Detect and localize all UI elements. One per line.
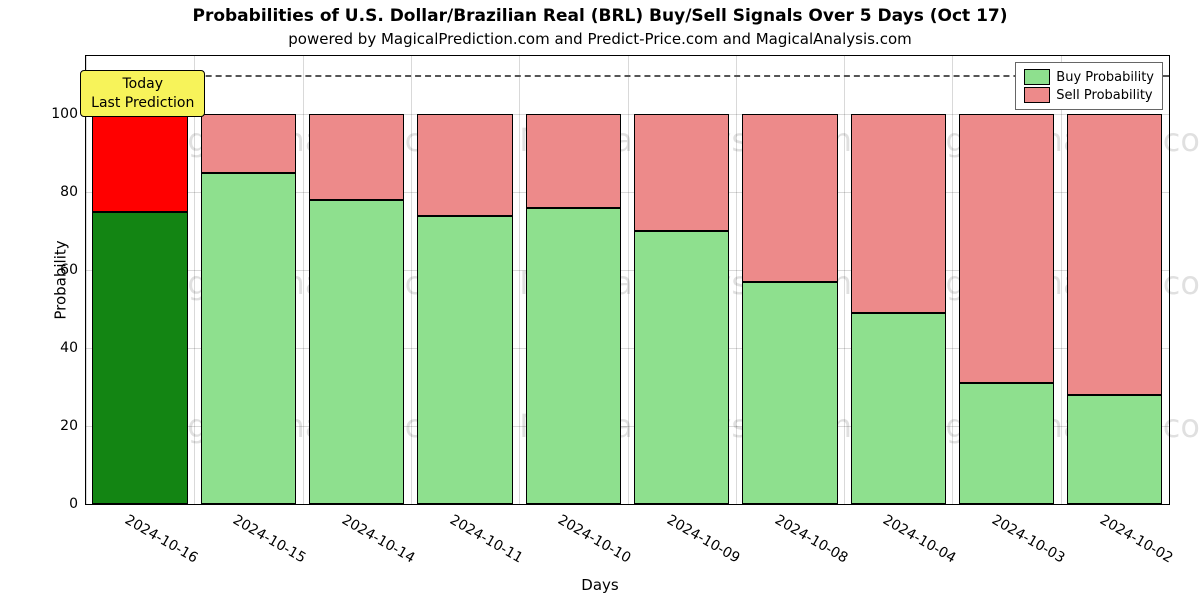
ytick-label: 0 — [69, 496, 78, 512]
chart-subtitle: powered by MagicalPrediction.com and Pre… — [0, 30, 1200, 48]
xtick-label: 2024-10-11 — [447, 512, 525, 567]
chart-title: Probabilities of U.S. Dollar/Brazilian R… — [0, 6, 1200, 26]
sell-bar — [201, 114, 296, 172]
buy-bar — [851, 313, 946, 504]
grid-line — [628, 56, 629, 504]
xtick-label: 2024-10-15 — [230, 512, 308, 567]
bar-group — [959, 114, 1054, 504]
annotation-line2: Last Prediction — [91, 95, 194, 111]
bar-group — [634, 114, 729, 504]
y-axis-label: Probability — [52, 240, 70, 319]
buy-bar — [92, 212, 187, 504]
sell-bar — [634, 114, 729, 231]
legend-item-buy: Buy Probability — [1024, 69, 1154, 85]
grid-line — [194, 56, 195, 504]
buy-bar — [309, 200, 404, 504]
bar-group — [201, 114, 296, 504]
plot-area: Today Last Prediction Buy Probability Se… — [85, 55, 1170, 505]
grid-line — [736, 56, 737, 504]
sell-bar — [959, 114, 1054, 383]
sell-bar — [851, 114, 946, 313]
grid-line — [1061, 56, 1062, 504]
xtick-label: 2024-10-04 — [880, 512, 958, 567]
ytick-label: 100 — [51, 106, 78, 122]
bar-group — [742, 114, 837, 504]
grid-line — [1169, 56, 1170, 504]
bar-group — [1067, 114, 1162, 504]
sell-bar — [742, 114, 837, 282]
sell-bar — [417, 114, 512, 215]
bar-group — [417, 114, 512, 504]
bar-group — [526, 114, 621, 504]
legend-swatch-sell — [1024, 87, 1050, 103]
legend-label-sell: Sell Probability — [1056, 88, 1152, 103]
xtick-label: 2024-10-10 — [555, 512, 633, 567]
ytick-label: 40 — [60, 340, 78, 356]
ytick-label: 60 — [60, 262, 78, 278]
grid-line — [519, 56, 520, 504]
xtick-label: 2024-10-03 — [989, 512, 1067, 567]
buy-bar — [959, 383, 1054, 504]
grid-line — [86, 504, 1169, 505]
bar-group — [309, 114, 404, 504]
bar-group — [851, 114, 946, 504]
chart-container: Probabilities of U.S. Dollar/Brazilian R… — [0, 0, 1200, 600]
xtick-label: 2024-10-02 — [1097, 512, 1175, 567]
xtick-label: 2024-10-16 — [122, 512, 200, 567]
today-annotation: Today Last Prediction — [80, 70, 205, 116]
dashed-reference-line — [86, 75, 1169, 77]
sell-bar — [92, 114, 187, 211]
legend: Buy Probability Sell Probability — [1015, 62, 1163, 110]
bar-group — [92, 114, 187, 504]
legend-item-sell: Sell Probability — [1024, 87, 1154, 103]
legend-swatch-buy — [1024, 69, 1050, 85]
buy-bar — [742, 282, 837, 504]
xtick-label: 2024-10-14 — [339, 512, 417, 567]
ytick-label: 80 — [60, 184, 78, 200]
legend-label-buy: Buy Probability — [1056, 70, 1154, 85]
grid-line — [844, 56, 845, 504]
buy-bar — [201, 173, 296, 504]
xtick-label: 2024-10-09 — [664, 512, 742, 567]
xtick-label: 2024-10-08 — [772, 512, 850, 567]
buy-bar — [417, 216, 512, 504]
grid-line — [303, 56, 304, 504]
x-axis-label: Days — [0, 576, 1200, 594]
buy-bar — [1067, 395, 1162, 504]
sell-bar — [526, 114, 621, 207]
sell-bar — [309, 114, 404, 200]
grid-line — [86, 56, 87, 504]
buy-bar — [634, 231, 729, 504]
buy-bar — [526, 208, 621, 504]
grid-line — [952, 56, 953, 504]
sell-bar — [1067, 114, 1162, 394]
ytick-label: 20 — [60, 418, 78, 434]
annotation-line1: Today — [122, 76, 163, 92]
grid-line — [411, 56, 412, 504]
